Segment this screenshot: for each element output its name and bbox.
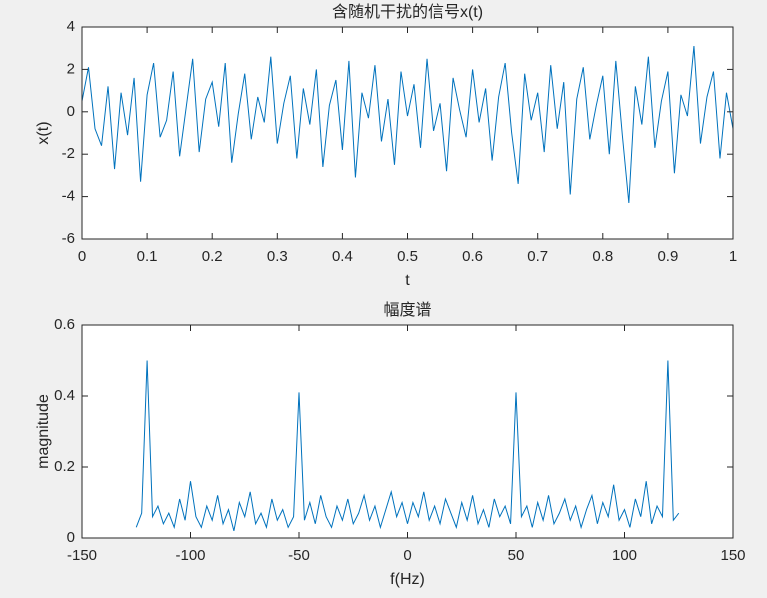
x-tick-label: 0.9 bbox=[657, 248, 678, 265]
y-tick-label: -2 bbox=[62, 145, 75, 162]
y-tick-label: 0.6 bbox=[54, 316, 75, 333]
x-tick-label: 150 bbox=[720, 547, 745, 564]
x-tick-label: 0.7 bbox=[527, 248, 548, 265]
x-axis-label: t bbox=[405, 272, 410, 289]
x-tick-label: 0.1 bbox=[137, 248, 158, 265]
x-tick-label: 0 bbox=[78, 248, 86, 265]
x-tick-label: -100 bbox=[175, 547, 205, 564]
x-tick-label: 50 bbox=[508, 547, 525, 564]
x-tick-label: 100 bbox=[612, 547, 637, 564]
axes-background bbox=[82, 27, 733, 239]
y-tick-label: 2 bbox=[67, 60, 75, 77]
y-axis-label: x(t) bbox=[35, 121, 52, 144]
y-axis-label: magnitude bbox=[35, 394, 52, 469]
x-axis-label: f(Hz) bbox=[390, 571, 425, 588]
x-tick-label: 0 bbox=[403, 547, 411, 564]
y-tick-label: 0 bbox=[67, 103, 75, 120]
y-tick-label: 4 bbox=[67, 18, 75, 35]
signal-line bbox=[81, 46, 734, 204]
x-tick-label: -150 bbox=[67, 547, 97, 564]
axes-background bbox=[82, 325, 733, 538]
x-tick-label: 0.3 bbox=[267, 248, 288, 265]
x-tick-label: 0.5 bbox=[397, 248, 418, 265]
x-tick-label: 0.8 bbox=[592, 248, 613, 265]
y-tick-label: 0 bbox=[67, 529, 75, 546]
y-tick-label: -6 bbox=[62, 230, 75, 247]
axes-title: 幅度谱 bbox=[383, 301, 431, 319]
y-tick-label: 0.4 bbox=[54, 387, 75, 404]
x-tick-label: -50 bbox=[288, 547, 310, 564]
y-tick-label: 0.2 bbox=[54, 458, 75, 475]
x-tick-label: 0.4 bbox=[332, 248, 353, 265]
y-tick-label: -4 bbox=[62, 188, 75, 205]
x-tick-label: 0.2 bbox=[202, 248, 223, 265]
axes-title: 含随机干扰的信号x(t) bbox=[332, 3, 483, 21]
x-tick-label: 0.6 bbox=[462, 248, 483, 265]
x-tick-label: 1 bbox=[729, 248, 737, 265]
signal-line bbox=[135, 360, 680, 532]
